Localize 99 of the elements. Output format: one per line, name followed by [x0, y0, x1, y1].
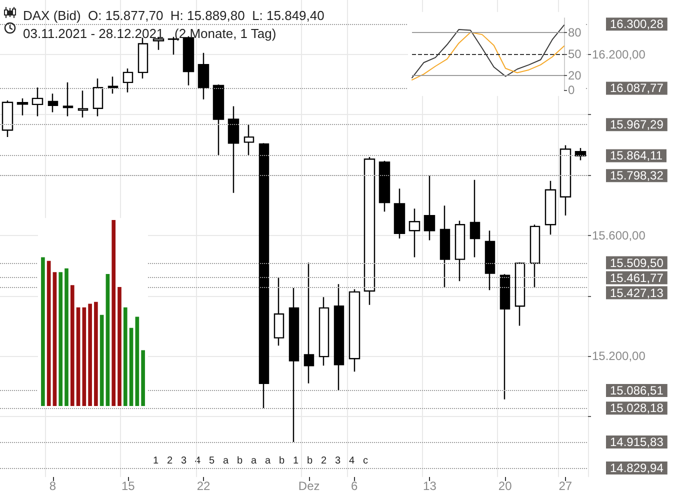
ref-line-label: 15.798,32	[610, 168, 664, 183]
bar	[123, 307, 128, 406]
x-tick-label: Dez	[298, 479, 320, 493]
candlestick	[258, 142, 270, 409]
candlestick	[378, 160, 390, 212]
ref-line-label: 15.967,29	[610, 118, 664, 132]
ref-line-label: 15.509,50	[610, 256, 664, 270]
candlestick	[318, 296, 330, 366]
candlestick	[108, 76, 118, 94]
ref-line-label: 15.427,13	[610, 286, 664, 300]
candlestick	[530, 224, 540, 289]
annotation: a	[251, 456, 257, 466]
candlestick	[454, 220, 466, 282]
bar	[76, 307, 80, 406]
bar	[70, 285, 74, 406]
y-tick-label: 20	[568, 68, 582, 83]
ref-line-label: 16.087,77	[610, 81, 664, 96]
annotation: 5	[209, 456, 215, 466]
annotation: 2	[167, 456, 173, 466]
candlestick	[440, 204, 450, 288]
candlestick	[560, 144, 572, 216]
candlestick	[92, 78, 104, 117]
candlestick	[138, 37, 148, 80]
bar	[82, 307, 86, 406]
bar	[94, 302, 98, 406]
candlestick	[122, 68, 134, 93]
x-tick-label: 6	[350, 479, 358, 493]
candlestick	[484, 230, 496, 291]
annotation: a	[223, 456, 229, 466]
bar	[88, 304, 92, 406]
candlestick	[212, 84, 224, 156]
candlestick	[198, 52, 210, 100]
ref-line-label: 15.028,18	[610, 401, 664, 416]
annotation: 2	[321, 456, 327, 466]
candlestick	[544, 180, 556, 236]
annotation: a	[265, 456, 271, 466]
y-tick-label: 50	[568, 47, 582, 61]
annotation: 1	[153, 456, 159, 466]
bar	[64, 268, 68, 406]
text: 03.11.2021 - 28.12.2021 (2 Monate, 1 Tag)	[23, 26, 276, 41]
x-tick-label: 8	[49, 479, 56, 493]
x-tick-label: 22	[196, 479, 211, 493]
x-tick-label: 20	[498, 479, 512, 493]
x-tick-label: 27	[558, 479, 572, 493]
candlestick	[244, 124, 254, 156]
ref-line-label: 16.300,28	[610, 17, 664, 32]
candlestick	[394, 188, 406, 240]
bar	[41, 257, 45, 406]
annotation: b	[279, 456, 285, 466]
y-tick-label: 16.200,00	[592, 47, 646, 62]
y-tick-label: 15.200,00	[592, 349, 646, 364]
candlestick	[514, 262, 526, 326]
ref-line-label: 15.461,77	[610, 270, 664, 285]
bar	[106, 274, 110, 406]
y-tick-label: 80	[568, 25, 582, 40]
candlestick	[274, 276, 284, 346]
bar	[100, 314, 104, 406]
candlestick	[348, 288, 360, 372]
ref-line-label: 14.829,94	[610, 460, 664, 475]
x-tick-label: 13	[423, 479, 437, 493]
candlestick	[364, 156, 376, 306]
candlestick	[78, 90, 88, 118]
annotation: 3	[181, 456, 187, 466]
candlestick	[62, 82, 74, 117]
annotation: 4	[349, 456, 355, 466]
bar	[118, 286, 122, 406]
text: DAX (Bid) O: 15.877,70 H: 15.889,80 L: 15.849,40	[23, 8, 324, 23]
bar	[135, 316, 140, 406]
ref-line-label: 14.915,83	[610, 435, 664, 450]
candlestick	[408, 208, 420, 258]
x-tick-label: 15	[121, 479, 136, 493]
annotation: b	[307, 456, 313, 466]
y-tick-label: 15.600,00	[592, 228, 646, 242]
annotation: b	[237, 456, 243, 466]
candlestick	[32, 86, 44, 117]
line-series	[412, 32, 564, 80]
candlestick	[500, 274, 510, 400]
y-tick-label: 0	[568, 83, 575, 97]
candlestick	[288, 287, 300, 443]
candlestick	[334, 283, 344, 391]
bar	[112, 220, 116, 406]
bar	[52, 272, 57, 406]
bar	[129, 328, 134, 406]
candlestick	[2, 100, 14, 138]
annotation: 3	[335, 456, 341, 466]
candlestick	[424, 175, 436, 241]
candlestick	[470, 179, 480, 258]
candlestick	[16, 98, 28, 116]
ref-line-label: 15.086,51	[610, 384, 664, 398]
candlestick	[48, 92, 58, 113]
candlestick	[304, 262, 314, 384]
bar	[46, 260, 51, 406]
candlestick	[228, 106, 240, 194]
annotation: 1	[293, 456, 299, 466]
ref-line-label: 15.864,11	[610, 148, 663, 163]
bar	[141, 350, 145, 406]
line-series	[412, 24, 564, 78]
annotation: c	[363, 456, 368, 466]
bar	[58, 272, 63, 406]
